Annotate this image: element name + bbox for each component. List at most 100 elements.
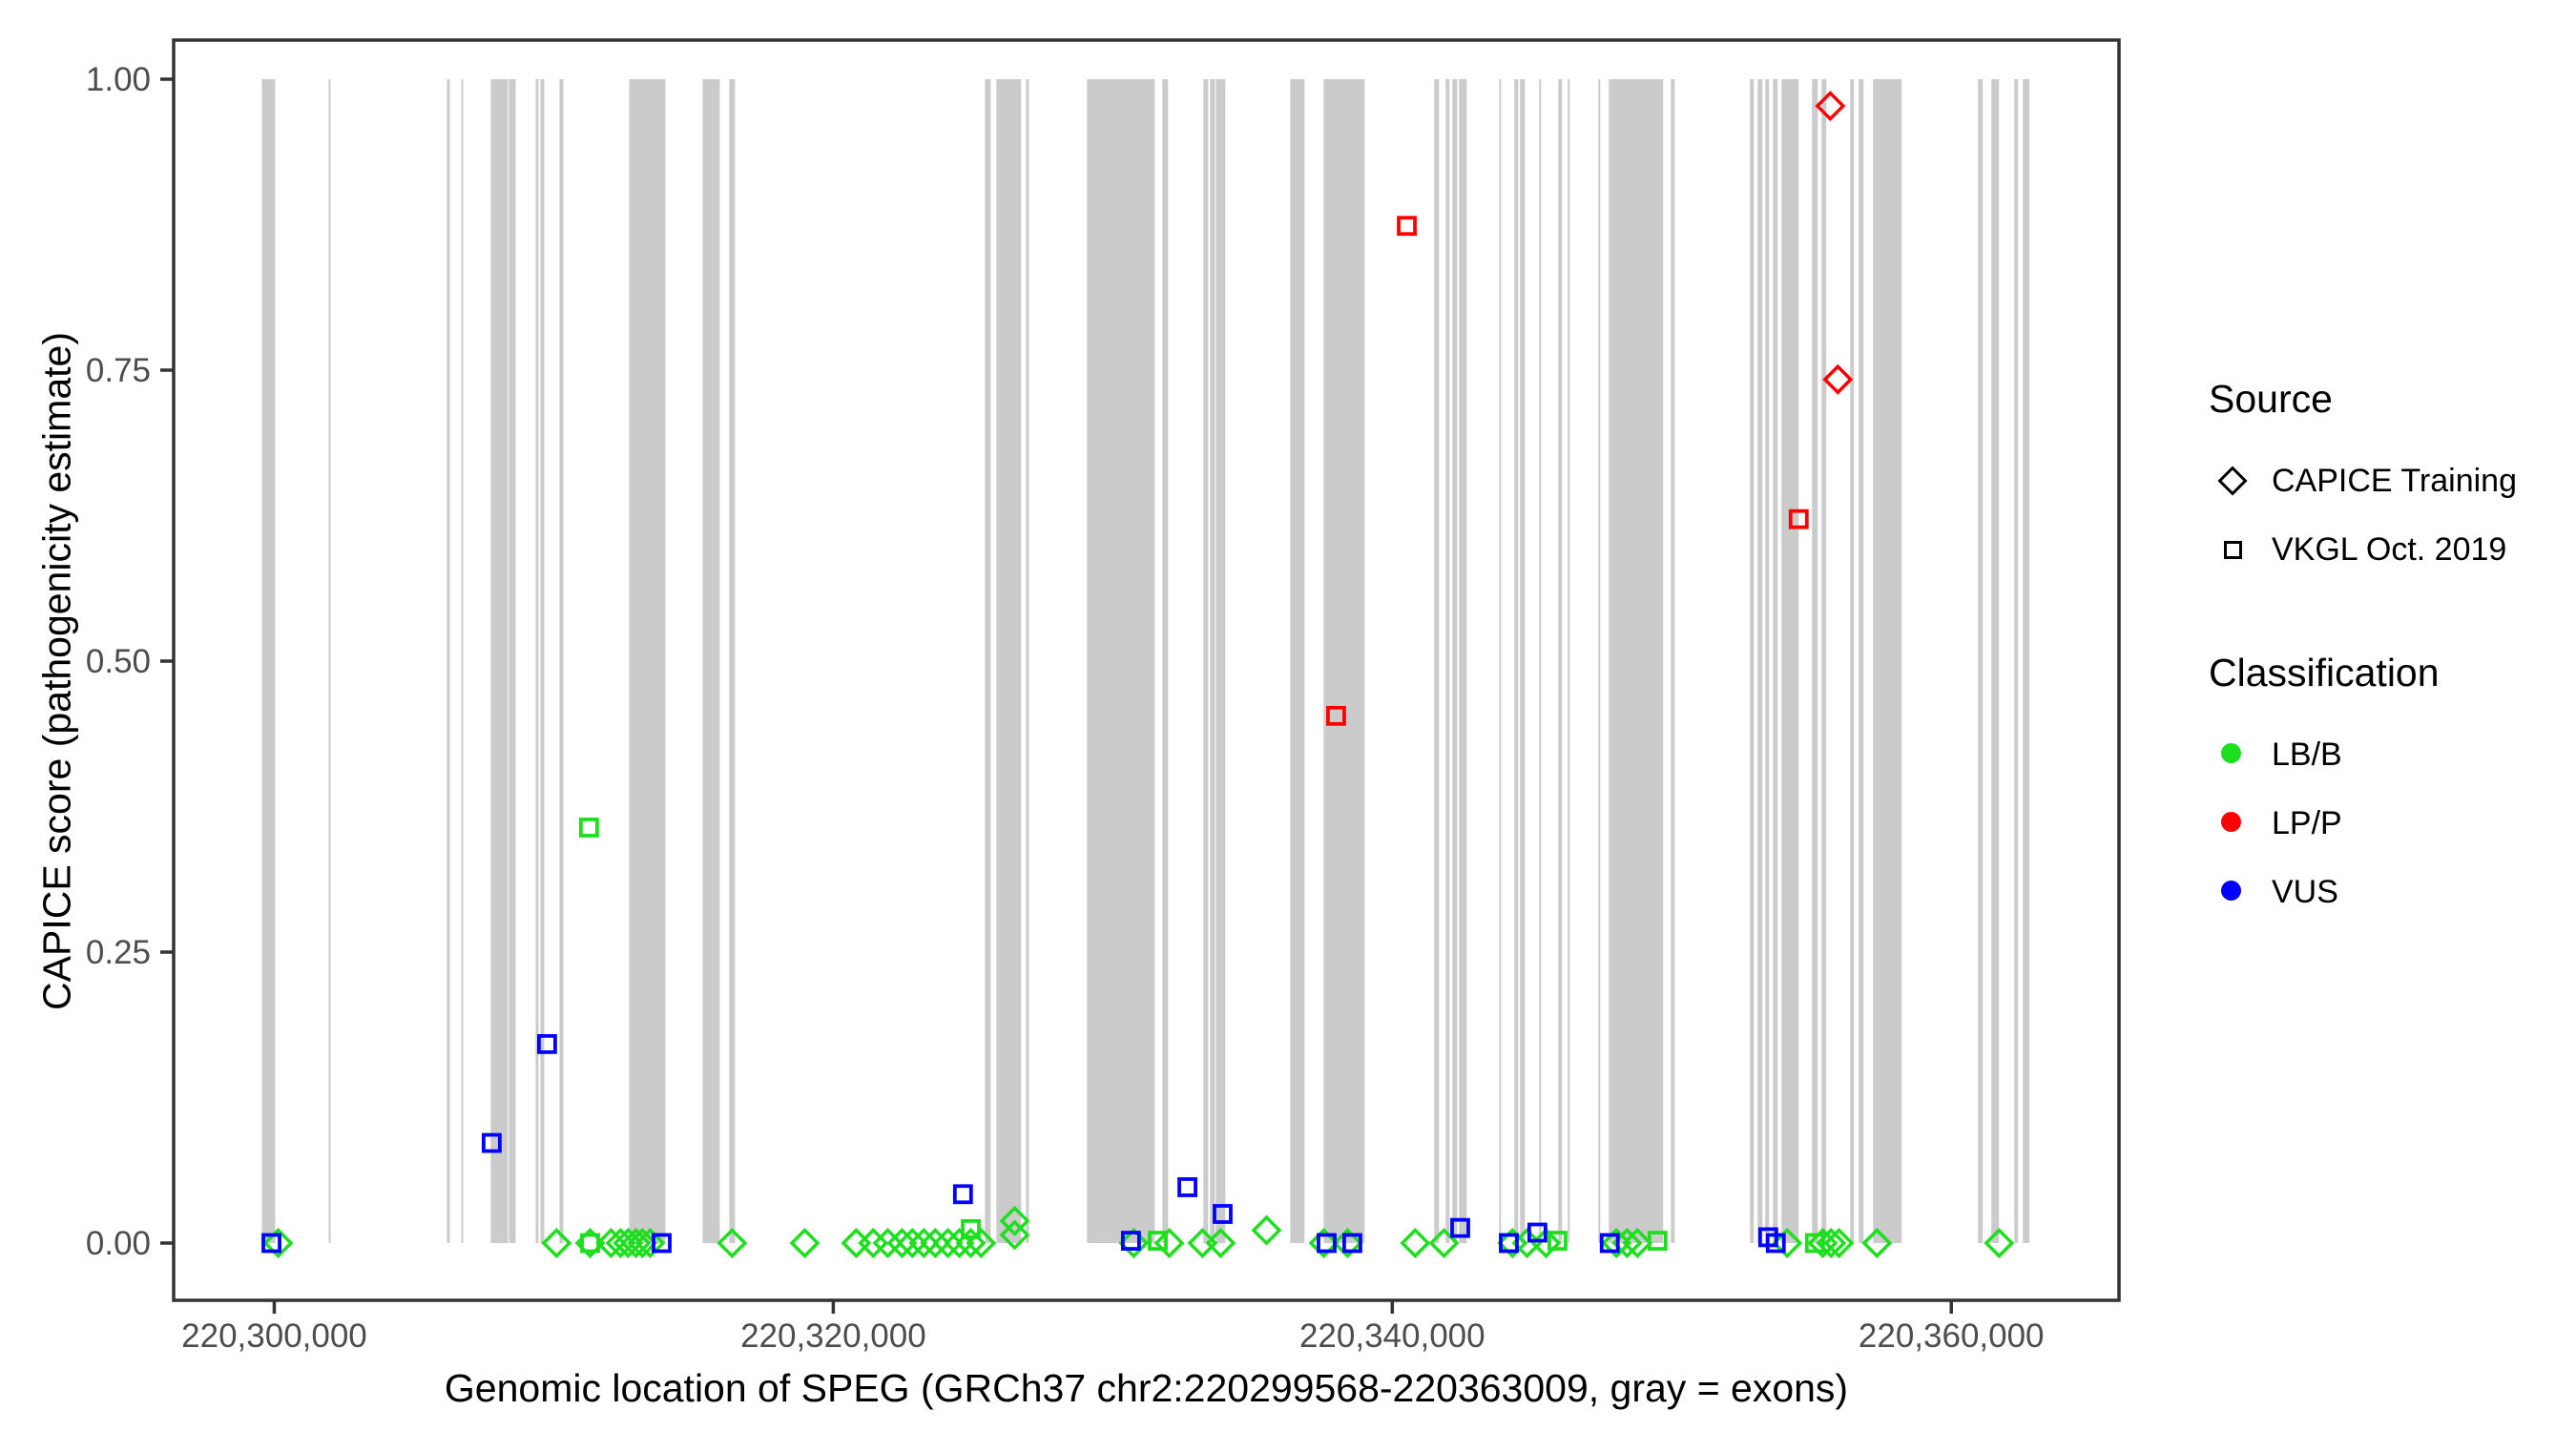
- point-diamond: [932, 1228, 964, 1258]
- point-diamond: [1205, 1228, 1236, 1258]
- exon-bar: [1568, 79, 1570, 1243]
- point-square: [952, 1184, 973, 1205]
- point-diamond: [627, 1228, 658, 1258]
- point-diamond: [872, 1228, 904, 1258]
- point-square: [261, 1233, 281, 1254]
- y-tick-label: 0.50: [86, 643, 151, 680]
- exon-bar: [1499, 79, 1502, 1243]
- exon-bar: [1850, 79, 1855, 1243]
- point-diamond: [841, 1228, 872, 1258]
- exon-bar: [1773, 79, 1778, 1243]
- point-square: [1804, 1233, 1825, 1254]
- exon-bar: [1290, 79, 1305, 1243]
- point-diamond: [1308, 1228, 1340, 1258]
- exon-bar: [1026, 79, 1029, 1243]
- point-square: [1499, 1233, 1519, 1254]
- point-square: [1765, 1233, 1786, 1254]
- legend-label: VKGL Oct. 2019: [2272, 530, 2507, 568]
- point-diamond: [886, 1228, 918, 1258]
- point-diamond: [262, 1228, 294, 1258]
- point-square: [1599, 1233, 1620, 1254]
- red-dot-icon: [2209, 799, 2256, 847]
- exon-bar: [328, 79, 331, 1243]
- point-diamond: [717, 1228, 748, 1258]
- exon-bar: [985, 79, 991, 1243]
- legend-item-vus: VUS: [2209, 858, 2571, 926]
- point-diamond: [1251, 1214, 1282, 1246]
- exon-bar: [1671, 79, 1675, 1243]
- exon-bar: [996, 79, 1022, 1243]
- point-diamond: [1772, 1228, 1803, 1258]
- y-tick-label: 0.75: [86, 352, 151, 389]
- exon-bar: [1210, 79, 1215, 1243]
- point-square: [961, 1218, 981, 1239]
- point-square: [1177, 1177, 1197, 1197]
- exon-bar: [461, 79, 464, 1243]
- point-square: [1213, 1204, 1233, 1224]
- exon-bar: [1323, 79, 1365, 1243]
- legend-item-vkgl: VKGL Oct. 2019: [2209, 515, 2571, 584]
- point-square: [481, 1132, 502, 1153]
- point-square: [580, 1233, 600, 1254]
- point-square: [1788, 508, 1809, 529]
- point-diamond: [1984, 1228, 2015, 1258]
- y-axis-title: CAPICE score (pathogenicity estimate): [34, 332, 79, 1010]
- x-tick-label: 220,340,000: [1299, 1317, 1485, 1355]
- y-tick-label: 0.00: [86, 1225, 151, 1262]
- exon-bar: [1162, 79, 1169, 1243]
- point-square: [1148, 1231, 1168, 1251]
- point-diamond: [1815, 91, 1846, 122]
- point-square: [1450, 1217, 1470, 1238]
- point-diamond: [1861, 1228, 1893, 1258]
- x-tick-label: 220,320,000: [740, 1317, 926, 1355]
- legend-source-title: Source: [2209, 377, 2333, 421]
- exon-bar: [2014, 79, 2019, 1243]
- exon-bar: [1991, 79, 2000, 1243]
- x-tick-label: 220,360,000: [1859, 1317, 2045, 1355]
- exon-bar: [1781, 79, 1799, 1243]
- point-square: [1317, 1233, 1337, 1254]
- exon-bar: [629, 79, 666, 1243]
- exon-bar: [1520, 79, 1526, 1243]
- point-diamond: [1622, 1228, 1653, 1258]
- exon-bar: [1812, 79, 1818, 1243]
- point-square: [578, 818, 599, 838]
- point-diamond: [634, 1228, 666, 1258]
- green-dot-icon: [2209, 731, 2256, 778]
- legend-label: LP/P: [2272, 804, 2342, 841]
- point-diamond: [1428, 1228, 1460, 1258]
- point-square: [1326, 705, 1346, 726]
- point-diamond: [789, 1228, 821, 1258]
- square-outline-icon: [2209, 526, 2256, 573]
- exon-bar: [535, 79, 539, 1243]
- legend-source-group: Source CAPICE Training VKGL Oct. 2019: [2209, 377, 2571, 584]
- exon-bar: [1445, 79, 1450, 1243]
- exon-bar: [261, 79, 276, 1243]
- legend-item-capice-training: CAPICE Training: [2209, 446, 2571, 515]
- point-diamond: [1601, 1228, 1632, 1258]
- legend-item-lbb: LB/B: [2209, 720, 2571, 789]
- point-diamond: [999, 1205, 1030, 1236]
- exon-bar: [1757, 79, 1763, 1243]
- exon-bar: [1750, 79, 1755, 1243]
- exon-bar: [1203, 79, 1209, 1243]
- blue-dot-icon: [2209, 868, 2256, 916]
- diamond-outline-icon: [2209, 457, 2256, 505]
- point-square: [1120, 1231, 1141, 1251]
- point-diamond: [1822, 363, 1854, 395]
- exon-bar: [702, 79, 720, 1243]
- x-tick-label: 220,300,000: [181, 1317, 367, 1355]
- point-diamond: [1332, 1228, 1363, 1258]
- panel-border: [172, 38, 2121, 1302]
- exon-bar: [1765, 79, 1770, 1243]
- exon-bar: [1087, 79, 1155, 1243]
- exon-bar: [1859, 79, 1864, 1243]
- exon-bar: [559, 79, 564, 1243]
- exon-bar: [1609, 79, 1664, 1243]
- point-square: [652, 1233, 672, 1254]
- y-tick-label: 1.00: [86, 61, 151, 98]
- exon-bar: [1821, 79, 1827, 1243]
- point-square: [1397, 216, 1417, 237]
- point-square: [536, 1033, 557, 1054]
